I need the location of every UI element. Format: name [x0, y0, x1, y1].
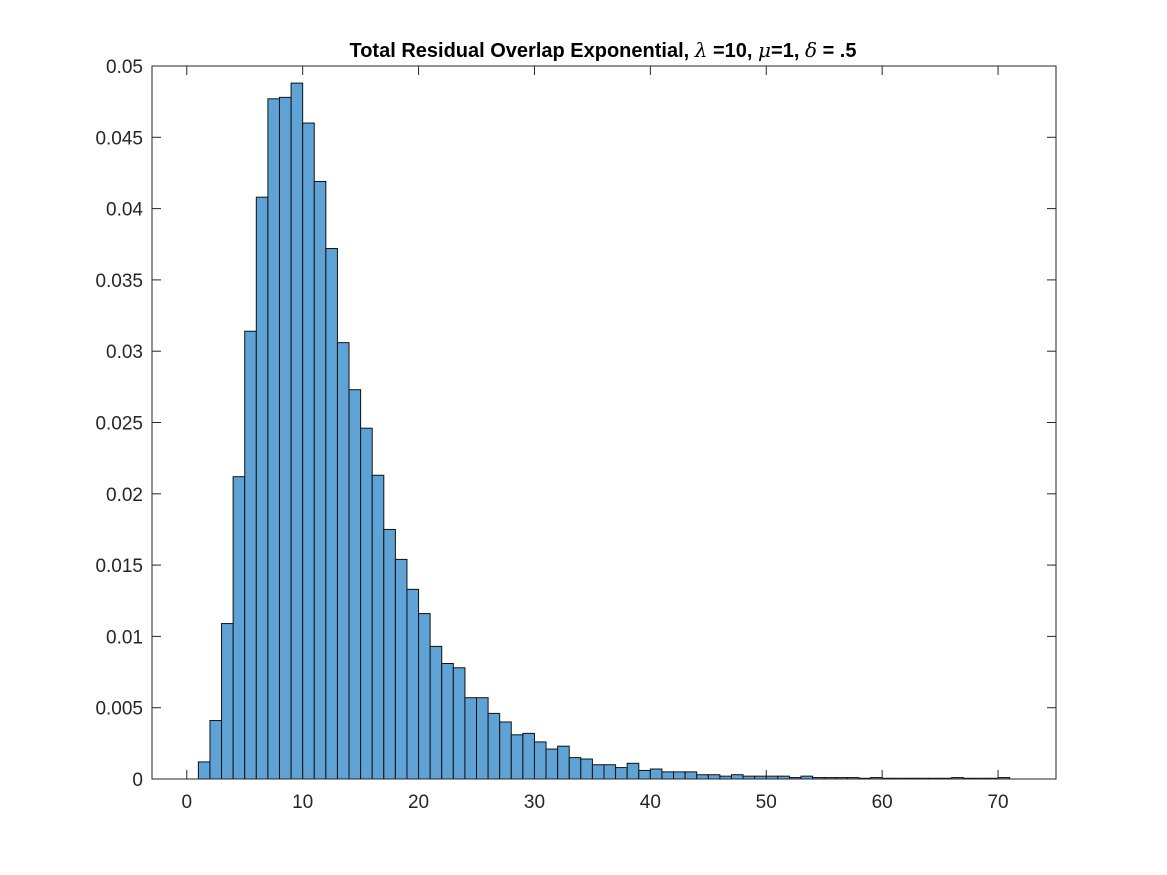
histogram-bar [476, 697, 489, 780]
y-tick-label: 0.025 [95, 414, 143, 435]
histogram-bar [244, 330, 257, 780]
histogram-bar [638, 769, 651, 780]
histogram-bar [487, 712, 501, 780]
chart-title-part-3: =1, [771, 40, 805, 62]
y-tick-label: 0.01 [106, 627, 143, 648]
chart-title-mu-symbol: μ [758, 38, 771, 62]
histogram-bar [360, 427, 373, 780]
histogram-bar [545, 748, 559, 780]
x-tick-label: 10 [292, 792, 313, 813]
chart-title-part-2: =10, [707, 40, 758, 62]
histogram-bar [580, 758, 593, 780]
histogram-bar [510, 734, 524, 780]
x-tick-label: 20 [408, 792, 429, 813]
histogram-bar [499, 721, 512, 780]
histogram-bar [418, 613, 431, 780]
chart-title-delta-symbol: δ [805, 38, 817, 62]
x-tick-label: 50 [756, 792, 777, 813]
histogram-bar [673, 771, 686, 780]
histogram-bar [267, 98, 280, 780]
histogram-bar [394, 558, 408, 780]
chart-title-lambda-symbol: λ [694, 38, 708, 62]
histogram-bar [696, 774, 709, 780]
histogram-bar [278, 96, 292, 780]
x-tick-label: 0 [181, 792, 192, 813]
histogram-bar [313, 181, 327, 780]
chart-title: Total Residual Overlap Exponential, λ =1… [349, 38, 856, 62]
chart-title-part-1: Total Residual Overlap Exponential, [349, 40, 694, 62]
histogram-bar [325, 248, 338, 780]
histogram-bar [603, 764, 617, 780]
histogram-bar [522, 732, 535, 780]
y-tick-label: 0.02 [106, 485, 143, 506]
y-tick-label: 0.045 [95, 128, 143, 149]
histogram-bar [221, 623, 234, 780]
histogram-bar [290, 82, 304, 780]
histogram-bar [649, 768, 663, 780]
y-tick-label: 0.05 [106, 57, 143, 78]
histogram-bar [615, 767, 628, 780]
histogram-bar [429, 645, 443, 780]
histogram-bar [557, 745, 570, 780]
y-tick-label: 0.015 [95, 556, 143, 577]
x-tick-label: 30 [524, 792, 545, 813]
histogram-bar [348, 389, 362, 780]
chart-title-part-4: = .5 [817, 40, 856, 62]
histogram-bar [661, 771, 675, 780]
histogram-bar [197, 761, 211, 780]
histogram-bar [371, 474, 385, 780]
histogram-bar [684, 771, 698, 780]
y-tick-label: 0.035 [95, 271, 143, 292]
histogram-bar [406, 588, 420, 780]
histogram-bar [730, 774, 744, 780]
histogram-bar [568, 757, 582, 780]
histogram-bar [232, 476, 246, 780]
histogram-bars [197, 82, 1011, 780]
histogram-bar [255, 196, 269, 780]
y-tick-label: 0.03 [106, 342, 143, 363]
histogram-bar [591, 764, 605, 780]
x-tick-label: 70 [987, 792, 1008, 813]
histogram-bar [626, 762, 640, 780]
histogram-bar [464, 697, 478, 780]
y-tick-label: 0.005 [95, 699, 143, 720]
y-axis-ticks: 0 0.005 0.01 0.015 0.02 0.025 0.03 0.035 0.04 0.0… [95, 57, 1056, 791]
histogram-bar [452, 667, 466, 780]
y-tick-label: 0.04 [106, 200, 143, 221]
histogram-bar [336, 342, 350, 780]
x-tick-label: 60 [872, 792, 893, 813]
x-tick-label: 40 [640, 792, 661, 813]
histogram-bar [441, 662, 454, 780]
histogram-bar [533, 741, 547, 780]
histogram-bar [707, 774, 721, 780]
y-tick-label: 0 [132, 770, 143, 791]
histogram-bar [209, 720, 223, 780]
x-axis-ticks: 0 10 20 30 40 50 60 70 [181, 66, 1009, 813]
histogram-bar [302, 122, 315, 780]
histogram-bar [383, 528, 396, 780]
